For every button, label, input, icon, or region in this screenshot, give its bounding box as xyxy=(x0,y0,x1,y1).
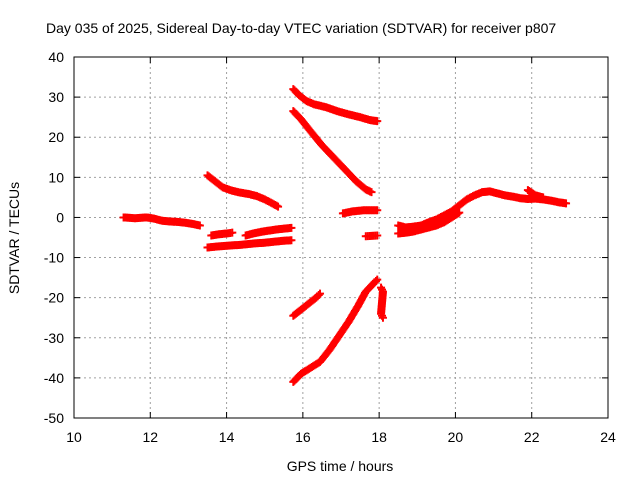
y-tick-label: 20 xyxy=(48,129,64,145)
y-tick-label: -40 xyxy=(44,370,64,386)
arc-11-point xyxy=(371,276,380,285)
arc-10-point xyxy=(314,290,323,299)
x-tick-label: 16 xyxy=(295,429,311,445)
arc-10-point xyxy=(316,289,325,298)
y-tick-label: -10 xyxy=(44,250,64,266)
y-tick-label: -30 xyxy=(44,330,64,346)
x-tick-label: 20 xyxy=(448,429,464,445)
y-tick-label: 30 xyxy=(48,89,64,105)
arc-8-point xyxy=(373,206,382,215)
y-tick-label: 0 xyxy=(56,209,64,225)
tick-layer: 10 12 14 16 18 20 22 24 -50 -40 -30 -20 -10 0 10 20 30 40 xyxy=(44,49,616,445)
arc-6-point xyxy=(373,117,382,126)
y-tick-label: -50 xyxy=(44,410,64,426)
arc-5-point xyxy=(287,223,296,232)
arc-14-point xyxy=(455,208,464,217)
grid-layer xyxy=(74,57,608,418)
arc-11-point xyxy=(373,275,382,284)
x-tick-label: 24 xyxy=(600,429,616,445)
y-tick-label: 10 xyxy=(48,169,64,185)
arc-9-point xyxy=(373,231,382,240)
arc-4-point xyxy=(287,236,296,245)
arc-3-point xyxy=(228,228,237,237)
data-layer xyxy=(119,85,571,386)
y-axis-title: SDTVAR / TECUs xyxy=(6,182,22,294)
arc-15-point xyxy=(539,193,548,202)
x-tick-label: 14 xyxy=(219,429,235,445)
x-axis-title: GPS time / hours xyxy=(287,458,394,474)
x-tick-label: 22 xyxy=(524,429,540,445)
x-tick-label: 18 xyxy=(371,429,387,445)
arc-7-point xyxy=(367,188,376,197)
arc-12-point xyxy=(378,313,387,322)
arc-13-point xyxy=(562,199,571,208)
arc-2-point xyxy=(274,202,283,211)
chart-title: Day 035 of 2025, Sidereal Day-to-day VTE… xyxy=(46,20,556,36)
x-tick-label: 12 xyxy=(142,429,158,445)
plot-frame xyxy=(73,56,609,419)
y-tick-label: -20 xyxy=(44,290,64,306)
y-tick-label: 40 xyxy=(48,49,64,65)
x-tick-label: 10 xyxy=(66,429,82,445)
arc-1-point xyxy=(195,221,204,230)
